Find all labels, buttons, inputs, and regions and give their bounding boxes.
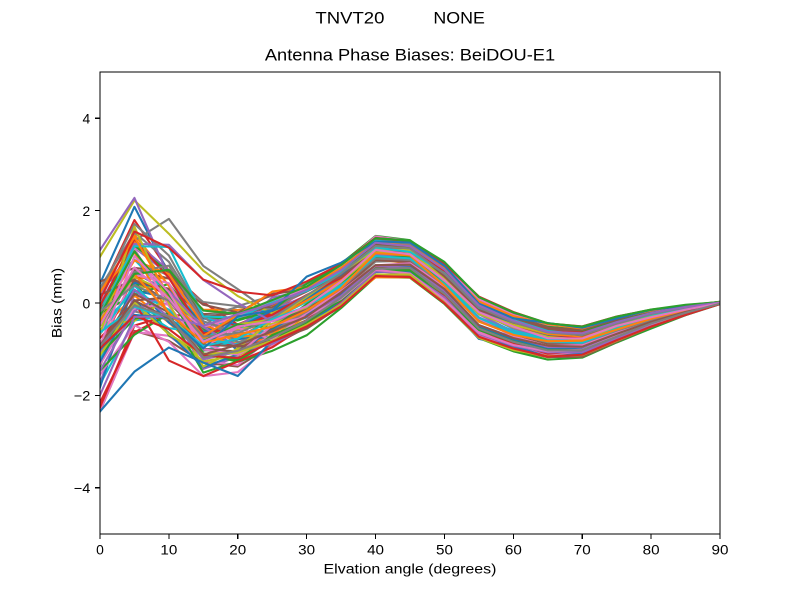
- svg-text:0: 0: [83, 295, 91, 311]
- svg-text:−2: −2: [74, 388, 91, 404]
- svg-text:20: 20: [229, 541, 246, 557]
- svg-text:90: 90: [712, 541, 729, 557]
- svg-text:Elvation angle (degrees): Elvation angle (degrees): [324, 560, 497, 576]
- svg-text:50: 50: [436, 541, 453, 557]
- svg-text:−4: −4: [74, 480, 91, 496]
- svg-text:70: 70: [574, 541, 591, 557]
- svg-text:Bias (mm): Bias (mm): [48, 268, 64, 338]
- svg-text:NONE: NONE: [433, 8, 485, 27]
- svg-text:Antenna Phase Biases: BeiDOU-E: Antenna Phase Biases: BeiDOU-E1: [265, 46, 555, 65]
- svg-text:80: 80: [643, 541, 660, 557]
- svg-text:2: 2: [83, 203, 91, 219]
- svg-text:4: 4: [83, 110, 91, 126]
- svg-text:10: 10: [160, 541, 177, 557]
- svg-text:0: 0: [96, 541, 104, 557]
- svg-text:30: 30: [298, 541, 315, 557]
- svg-text:TNVT20: TNVT20: [315, 8, 384, 27]
- svg-text:40: 40: [367, 541, 384, 557]
- svg-text:60: 60: [505, 541, 522, 557]
